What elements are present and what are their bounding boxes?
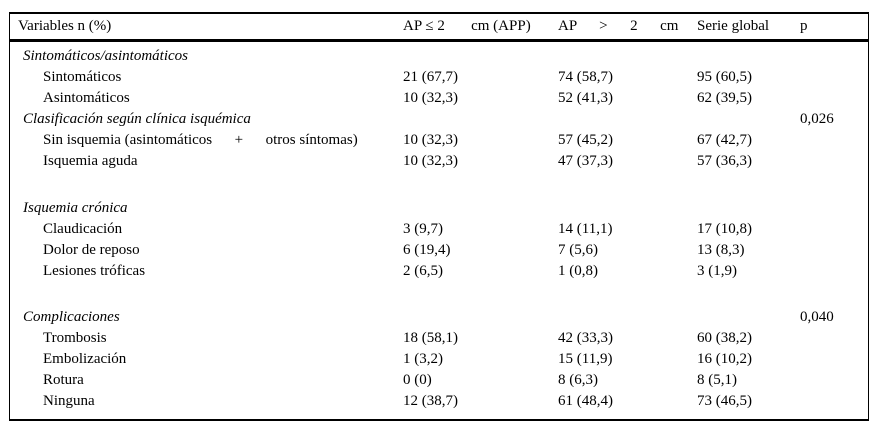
cell-ap-le2: 12 (38,7) <box>403 393 458 409</box>
table-header-row: Variables n (%) AP ≤ 2 cm (APP) AP > 2 c… <box>10 14 868 42</box>
cell-ap-gt2: 52 (41,3) <box>558 90 613 106</box>
table-row-asintomaticos: Asintomáticos 10 (32,3) 52 (41,3) 62 (39… <box>10 88 868 109</box>
cell-ap-le2: 18 (58,1) <box>403 330 458 346</box>
section-row-isquemia-cronica: Isquemia crónica <box>10 198 868 219</box>
cell-ap-le2: 2 (6,5) <box>403 263 443 279</box>
column-header-p: p <box>800 18 808 34</box>
cell-serie-global: 16 (10,2) <box>697 351 752 367</box>
cell-ap-gt2: 1 (0,8) <box>558 263 598 279</box>
row-label: Sintomáticos <box>43 69 122 85</box>
table-row-sin-isquemia: Sin isquemia (asintomáticos + otros sínt… <box>10 130 868 151</box>
cell-ap-le2: 0 (0) <box>403 372 432 388</box>
cell-serie-global: 17 (10,8) <box>697 221 752 237</box>
table-row-sintomaticos: Sintomáticos 21 (67,7) 74 (58,7) 95 (60,… <box>10 67 868 88</box>
cell-ap-le2: 3 (9,7) <box>403 221 443 237</box>
cell-ap-gt2: 7 (5,6) <box>558 242 598 258</box>
cell-serie-global: 57 (36,3) <box>697 153 752 169</box>
cell-ap-le2: 10 (32,3) <box>403 132 458 148</box>
cell-serie-global: 8 (5,1) <box>697 372 737 388</box>
column-header-ap-le-2cm: AP ≤ 2 cm (APP) <box>403 18 531 34</box>
cell-serie-global: 62 (39,5) <box>697 90 752 106</box>
cell-ap-gt2: 8 (6,3) <box>558 372 598 388</box>
table-row-isquemia-aguda: Isquemia aguda 10 (32,3) 47 (37,3) 57 (3… <box>10 151 868 172</box>
row-label: Claudicación <box>43 221 123 237</box>
row-label: Rotura <box>43 372 84 388</box>
cell-ap-le2: 10 (32,3) <box>403 90 458 106</box>
cell-serie-global: 3 (1,9) <box>697 263 737 279</box>
column-header-serie-global: Serie global <box>697 18 770 34</box>
table-row-ninguna: Ninguna 12 (38,7) 61 (48,4) 73 (46,5) <box>10 391 868 412</box>
section-row-complicaciones: Complicaciones 0,040 <box>10 307 868 328</box>
cell-serie-global: 95 (60,5) <box>697 69 752 85</box>
table-row-lesiones-troficas: Lesiones tróficas 2 (6,5) 1 (0,8) 3 (1,9… <box>10 261 868 282</box>
row-label: Sin isquemia (asintomáticos + otros sínt… <box>43 132 358 148</box>
cell-ap-gt2: 47 (37,3) <box>558 153 613 169</box>
cell-ap-gt2: 42 (33,3) <box>558 330 613 346</box>
row-label: Isquemia crónica <box>23 200 128 216</box>
table-body: Sintomáticos/asintomáticos Sintomáticos … <box>10 42 868 412</box>
row-label: Sintomáticos/asintomáticos <box>23 48 188 64</box>
row-label: Dolor de reposo <box>43 242 140 258</box>
row-label: Clasificación según clínica isquémica <box>23 111 251 127</box>
row-label: Complicaciones <box>23 309 120 325</box>
table-row-dolor-de-reposo: Dolor de reposo 6 (19,4) 7 (5,6) 13 (8,3… <box>10 240 868 261</box>
results-table: Variables n (%) AP ≤ 2 cm (APP) AP > 2 c… <box>9 12 869 421</box>
row-label: Lesiones tróficas <box>43 263 146 279</box>
row-label: Isquemia aguda <box>43 153 138 169</box>
cell-serie-global: 73 (46,5) <box>697 393 752 409</box>
table-row-embolizacion: Embolización 1 (3,2) 15 (11,9) 16 (10,2) <box>10 349 868 370</box>
column-header-ap-gt-2cm: AP > 2 cm <box>558 18 679 34</box>
cell-ap-gt2: 61 (48,4) <box>558 393 613 409</box>
cell-ap-le2: 1 (3,2) <box>403 351 443 367</box>
cell-serie-global: 13 (8,3) <box>697 242 745 258</box>
table-row-rotura: Rotura 0 (0) 8 (6,3) 8 (5,1) <box>10 370 868 391</box>
cell-p-value: 0,026 <box>800 111 834 127</box>
cell-ap-le2: 10 (32,3) <box>403 153 458 169</box>
cell-ap-le2: 21 (67,7) <box>403 69 458 85</box>
row-label: Ninguna <box>43 393 95 409</box>
cell-serie-global: 60 (38,2) <box>697 330 752 346</box>
section-row-clasificacion-clinica-isquemica: Clasificación según clínica isquémica 0,… <box>10 109 868 130</box>
row-label: Asintomáticos <box>43 90 130 106</box>
cell-ap-le2: 6 (19,4) <box>403 242 451 258</box>
cell-ap-gt2: 15 (11,9) <box>558 351 613 367</box>
section-row-sintomaticos-asintomaticos: Sintomáticos/asintomáticos <box>10 46 868 67</box>
cell-ap-gt2: 14 (11,1) <box>558 221 613 237</box>
row-label: Embolización <box>43 351 127 367</box>
cell-serie-global: 67 (42,7) <box>697 132 752 148</box>
cell-p-value: 0,040 <box>800 309 834 325</box>
column-header-variables: Variables n (%) <box>18 18 112 34</box>
cell-ap-gt2: 74 (58,7) <box>558 69 613 85</box>
table-row-trombosis: Trombosis 18 (58,1) 42 (33,3) 60 (38,2) <box>10 328 868 349</box>
row-label: Trombosis <box>43 330 107 346</box>
cell-ap-gt2: 57 (45,2) <box>558 132 613 148</box>
table-row-claudicacion: Claudicación 3 (9,7) 14 (11,1) 17 (10,8) <box>10 219 868 240</box>
